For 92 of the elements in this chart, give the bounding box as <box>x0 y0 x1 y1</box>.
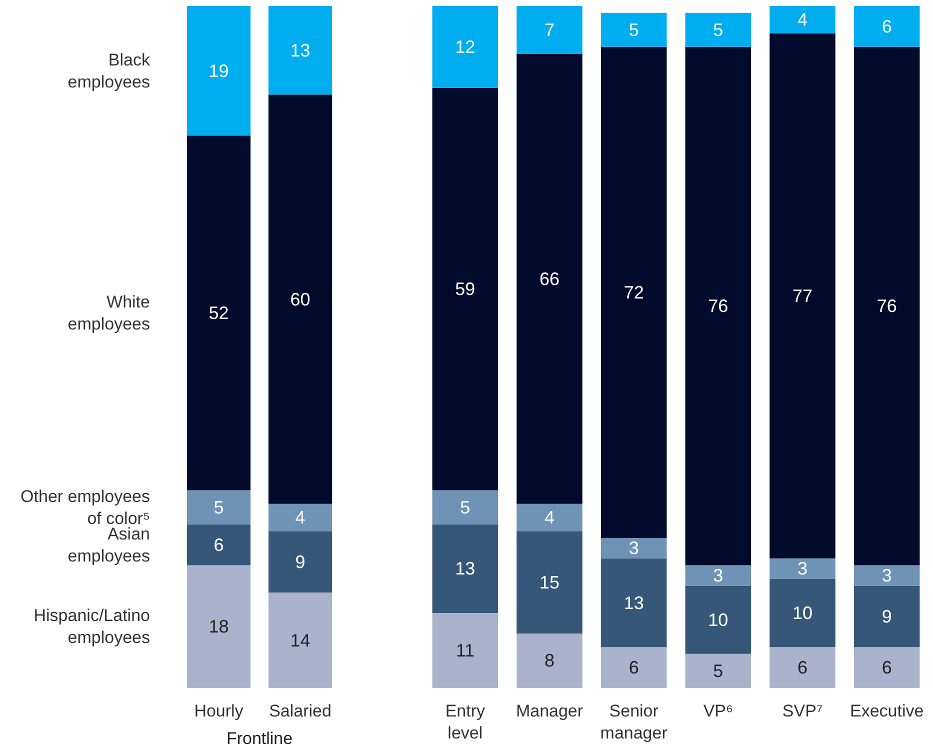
data-label: 5 <box>214 497 224 518</box>
data-label: 14 <box>290 630 310 650</box>
bar <box>268 94 332 504</box>
x-tick-label: VP⁶ <box>703 702 734 720</box>
bar <box>516 531 582 634</box>
data-label: 6 <box>214 534 224 555</box>
data-label: 6 <box>797 658 808 678</box>
bar <box>770 33 836 558</box>
bar <box>432 524 498 613</box>
bar <box>186 6 251 136</box>
bar <box>854 647 920 688</box>
text: White employees <box>68 292 150 334</box>
bar <box>186 565 251 688</box>
x-tick-label: Senior manager <box>600 702 668 742</box>
bar <box>854 6 920 47</box>
bar <box>600 12 667 47</box>
bar <box>685 654 752 688</box>
bar <box>516 54 582 504</box>
data-label: 7 <box>544 20 555 40</box>
bar <box>268 531 332 593</box>
x-tick-label: Salaried <box>269 702 332 720</box>
bar <box>432 612 498 688</box>
bar <box>770 578 836 648</box>
bar <box>432 490 498 524</box>
bar <box>432 88 498 490</box>
data-label: 6 <box>628 658 639 678</box>
bar <box>600 538 667 558</box>
bar <box>516 633 582 688</box>
data-label: 3 <box>628 538 639 558</box>
x-tick-label: SVP⁷ <box>782 702 823 720</box>
x-tick-label: Hourly <box>194 702 244 720</box>
bar <box>770 558 836 579</box>
bar <box>268 592 332 688</box>
data-label: 18 <box>208 616 229 637</box>
x-tick-label: Executive <box>850 702 924 720</box>
bar <box>516 6 582 54</box>
bar <box>600 46 667 538</box>
data-label: 6 <box>882 658 892 678</box>
bar <box>432 6 498 88</box>
data-label: 12 <box>455 36 476 57</box>
data-label: 60 <box>290 289 310 310</box>
data-label: 5 <box>713 20 724 40</box>
data-label: 59 <box>455 279 476 300</box>
data-label: 8 <box>544 650 555 671</box>
bar <box>600 558 667 648</box>
data-label: 13 <box>290 40 310 60</box>
bar <box>268 504 332 532</box>
bar <box>685 12 752 47</box>
bar <box>770 647 836 688</box>
data-label: 4 <box>544 508 555 528</box>
bar <box>854 565 920 586</box>
bar <box>854 586 920 648</box>
x-tick-label: Manager <box>516 702 584 720</box>
x-axis-title: Frontline <box>226 729 293 748</box>
bar <box>268 6 332 95</box>
data-label: 4 <box>797 10 808 30</box>
bar <box>186 490 251 524</box>
data-label: 4 <box>295 508 306 528</box>
data-label: 5 <box>713 660 724 681</box>
text: Hispanic/Latino employees <box>34 606 150 648</box>
data-label: 15 <box>539 572 560 592</box>
data-label: 9 <box>295 552 306 572</box>
data-label: 3 <box>713 565 724 586</box>
data-label: 9 <box>882 606 892 626</box>
bar <box>186 524 251 566</box>
bar <box>685 565 752 586</box>
bar <box>770 6 836 34</box>
data-label: 11 <box>456 640 475 660</box>
bar <box>854 46 920 566</box>
data-label: 66 <box>539 268 560 289</box>
bar <box>186 136 251 490</box>
data-label: 77 <box>792 286 813 306</box>
bar <box>685 586 752 654</box>
data-label: 52 <box>208 302 229 323</box>
data-label: 76 <box>708 296 728 316</box>
data-label: 10 <box>708 610 728 630</box>
data-label: 3 <box>882 565 892 586</box>
text: Black employees <box>68 50 150 92</box>
data-label: 19 <box>208 60 229 81</box>
bar <box>600 647 667 688</box>
data-label: 5 <box>460 497 470 518</box>
bar <box>516 504 582 532</box>
data-label: 72 <box>624 282 644 302</box>
x-tick-label: Entry level <box>445 702 486 742</box>
data-label: 10 <box>792 602 813 623</box>
data-label: 13 <box>624 592 644 613</box>
data-label: 76 <box>876 296 897 316</box>
data-label: 3 <box>797 558 808 579</box>
data-label: 5 <box>628 20 639 40</box>
data-label: 13 <box>455 558 476 579</box>
data-label: 6 <box>882 16 892 36</box>
bar <box>685 46 752 566</box>
